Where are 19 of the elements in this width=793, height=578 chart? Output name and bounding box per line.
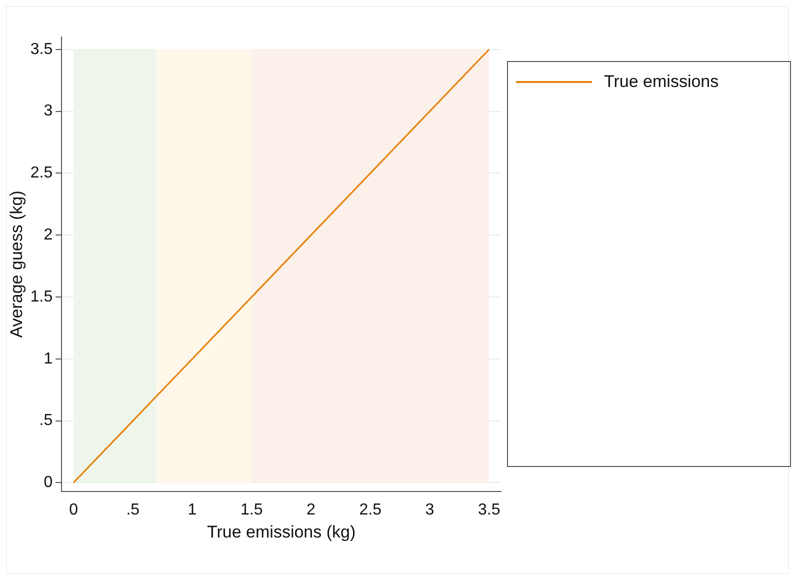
x-tick-label: 3 [425, 501, 434, 518]
y-tick-label: 3.5 [30, 40, 53, 58]
x-tick-label: 0 [69, 501, 78, 518]
legend-label: True emissions [604, 72, 719, 92]
y-axis-title: Average guess (kg) [6, 190, 26, 338]
y-tick-label: 3 [44, 102, 53, 120]
x-axis-title: True emissions (kg) [207, 522, 356, 542]
x-tick-label: 1 [188, 501, 197, 518]
y-tick-label: 2.5 [30, 164, 53, 182]
x-tick-label: 2 [306, 501, 316, 518]
x-tick-label: .5 [126, 501, 140, 518]
x-tick-label: 1.5 [240, 501, 263, 518]
y-tick-label: 1.5 [30, 288, 53, 306]
y-tick-label: .5 [39, 412, 53, 430]
y-tick-label: 1 [44, 350, 53, 368]
x-tick-label: 2.5 [359, 501, 382, 518]
y-tick-label: 0 [44, 474, 53, 492]
x-tick-label: 3.5 [478, 501, 500, 518]
y-tick-label: 2 [44, 226, 53, 244]
